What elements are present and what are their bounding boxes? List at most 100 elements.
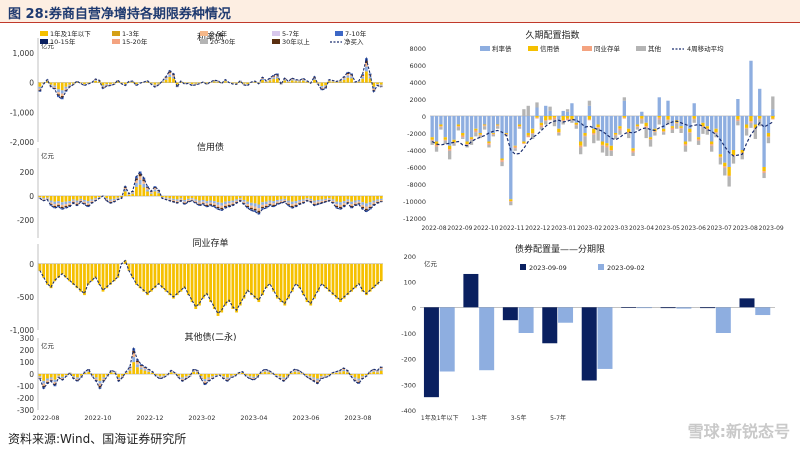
bar-segment [257, 210, 261, 213]
bar-segment [544, 105, 548, 116]
bar-segment [61, 378, 64, 379]
bar-segment [657, 119, 661, 125]
bar-segment [368, 204, 372, 207]
bar-segment [710, 116, 714, 142]
bar-segment [164, 77, 168, 78]
bar-segment [250, 207, 253, 210]
bar-segment [61, 374, 64, 377]
bar-segment [461, 116, 465, 133]
bar-segment [53, 201, 57, 205]
bar-segment [434, 116, 439, 142]
bar-segment [361, 374, 364, 377]
bar-segment [301, 373, 304, 374]
bar-segment [583, 116, 587, 133]
bar-segment [372, 370, 376, 371]
bar-segment [231, 82, 235, 84]
bar-segment [335, 207, 339, 209]
bar-segment [361, 206, 365, 209]
bar-segment [613, 116, 618, 133]
bar-segment [238, 198, 242, 200]
bar-segment [298, 81, 302, 83]
bar-segment [376, 200, 379, 202]
bar-segment [79, 198, 83, 201]
y-tick-label: -10000 [403, 198, 426, 206]
bar-segment [368, 372, 372, 374]
bar-segment [168, 263, 172, 296]
bar-segment [60, 93, 64, 97]
bar-segment [253, 263, 257, 299]
bar-segment [109, 200, 112, 202]
y-tick-label: -200 [401, 356, 416, 364]
bar-segment [430, 139, 434, 141]
bar-segment [287, 200, 290, 203]
bar-segment [183, 199, 187, 202]
bar-segment [305, 196, 309, 199]
bar-segment [692, 103, 696, 116]
bar-segment [644, 122, 648, 127]
bar-segment [648, 139, 653, 147]
bar [739, 298, 755, 308]
y-tick-label: 0 [29, 260, 34, 269]
bar-segment [131, 263, 135, 278]
bar-segment [496, 125, 500, 127]
bar-segment [275, 78, 279, 83]
bar-segment [259, 372, 263, 374]
bar-segment [766, 136, 771, 138]
bar-segment [83, 372, 87, 374]
bar-segment [323, 376, 327, 377]
bar-segment [487, 144, 491, 148]
bar-segment [290, 80, 294, 83]
bar-segment [290, 79, 294, 81]
bar-segment [509, 201, 513, 202]
bar-segment [339, 263, 342, 303]
y-unit-label: 亿元 [41, 41, 55, 50]
bar-segment [128, 366, 132, 368]
bar-segment [283, 200, 287, 202]
bar-segment [131, 192, 135, 194]
bar-segment [235, 201, 238, 203]
y-tick-label: -500 [17, 293, 34, 302]
bar-segment [194, 202, 198, 204]
bar-segment [272, 263, 276, 292]
bar-segment [312, 378, 316, 380]
bar-segment [365, 263, 368, 296]
bar-segment [222, 377, 226, 378]
bar-segment [211, 374, 214, 377]
bar-segment [149, 193, 153, 196]
bar-segment [430, 140, 434, 145]
bar-segment [509, 199, 513, 201]
bar-segment [316, 82, 320, 84]
bar-segment [181, 374, 184, 378]
bar-segment [72, 376, 76, 378]
bar-segment [227, 263, 231, 303]
x-tick-label: 2023-02 [577, 225, 602, 232]
bar-segment [313, 77, 316, 79]
bar-segment [376, 196, 379, 200]
bar-segment [478, 116, 482, 133]
bar-segment [290, 201, 294, 205]
x-tick-label: 2023-04 [629, 225, 654, 232]
legend-swatch [112, 39, 120, 44]
bar-segment [482, 126, 487, 130]
bar-segment [105, 263, 109, 289]
bar-segment [758, 88, 762, 116]
bar-segment [324, 200, 327, 201]
bar-segment [184, 377, 188, 378]
bar-segment [339, 204, 342, 207]
bar-segment [312, 374, 316, 378]
bar-segment [653, 132, 657, 136]
bar-segment [257, 204, 261, 209]
bar-segment [644, 126, 648, 128]
bar-segment [128, 368, 132, 370]
bar-segment [209, 196, 212, 201]
bar-segment [279, 200, 283, 202]
bar-segment [53, 374, 57, 380]
y-tick-label: 6000 [409, 62, 426, 70]
bar-segment [596, 127, 600, 141]
bar-segment [376, 82, 379, 84]
bar-segment [143, 367, 147, 369]
bar-segment [53, 88, 57, 90]
bar-segment [242, 196, 246, 200]
bar [621, 307, 637, 308]
